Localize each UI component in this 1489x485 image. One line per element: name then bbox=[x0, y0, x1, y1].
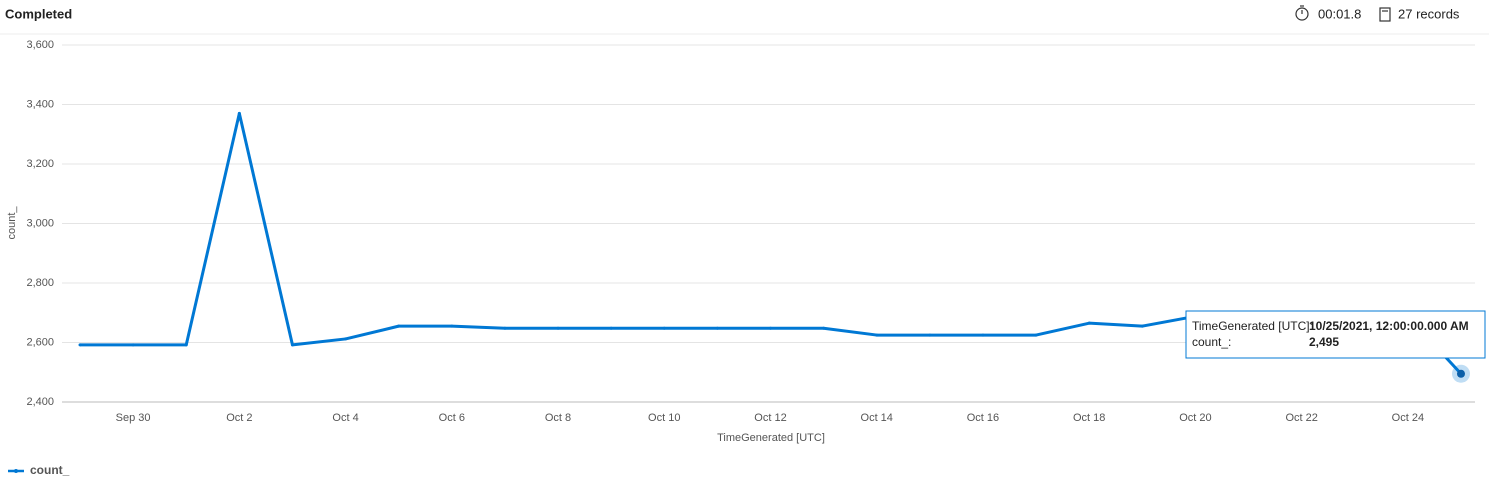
records-icon bbox=[1379, 7, 1391, 22]
point bbox=[78, 343, 82, 347]
point bbox=[397, 324, 401, 328]
records: 27 records bbox=[1398, 6, 1460, 21]
duration: 00:01.8 bbox=[1318, 6, 1361, 21]
x-tick-label: Oct 18 bbox=[1073, 412, 1105, 424]
legend-dot bbox=[14, 469, 18, 473]
point bbox=[184, 343, 188, 347]
x-tick-label: Oct 16 bbox=[967, 412, 999, 424]
point bbox=[662, 326, 666, 330]
tooltip-count-value: 2,495 bbox=[1309, 335, 1339, 349]
legend-label: count_ bbox=[30, 463, 70, 477]
point bbox=[928, 333, 932, 337]
y-tick-label: 2,600 bbox=[26, 336, 54, 348]
x-tick-label: Oct 24 bbox=[1392, 412, 1424, 424]
point bbox=[1456, 369, 1465, 378]
point bbox=[875, 333, 879, 337]
point bbox=[290, 343, 294, 347]
x-tick-label: Oct 20 bbox=[1179, 412, 1211, 424]
x-tick-label: Oct 12 bbox=[754, 412, 786, 424]
status: Completed bbox=[5, 6, 72, 21]
x-tick-label: Oct 2 bbox=[226, 412, 252, 424]
point bbox=[715, 326, 719, 330]
y-tick-label: 3,200 bbox=[26, 158, 54, 170]
x-tick-label: Oct 8 bbox=[545, 412, 571, 424]
point bbox=[503, 326, 507, 330]
point bbox=[822, 326, 826, 330]
y-tick-label: 3,400 bbox=[26, 98, 54, 110]
y-tick-label: 3,600 bbox=[26, 39, 54, 51]
x-axis-label: TimeGenerated [UTC] bbox=[717, 432, 825, 444]
tooltip-count-label: count_: bbox=[1192, 335, 1231, 349]
tooltip: TimeGenerated [UTC]: 10/25/2021, 12:00:0… bbox=[1185, 310, 1486, 359]
x-tick-label: Oct 10 bbox=[648, 412, 680, 424]
point bbox=[1140, 324, 1144, 328]
point bbox=[1034, 333, 1038, 337]
tooltip-time-value: 10/25/2021, 12:00:00.000 AM bbox=[1309, 319, 1469, 333]
point bbox=[450, 324, 454, 328]
point bbox=[556, 326, 560, 330]
point bbox=[609, 326, 613, 330]
x-tick-label: Oct 4 bbox=[332, 412, 358, 424]
x-tick-label: Oct 22 bbox=[1285, 412, 1317, 424]
tooltip-time-label: TimeGenerated [UTC]: bbox=[1192, 319, 1313, 333]
x-tick-label: Oct 6 bbox=[439, 412, 465, 424]
point bbox=[768, 326, 772, 330]
y-tick-label: 2,800 bbox=[26, 277, 54, 289]
y-tick-label: 3,000 bbox=[26, 217, 54, 229]
y-tick-label: 2,400 bbox=[26, 396, 54, 408]
x-tick-label: Oct 14 bbox=[861, 412, 893, 424]
point bbox=[344, 337, 348, 341]
tooltip-box bbox=[1185, 310, 1486, 359]
point bbox=[981, 333, 985, 337]
y-axis-label: count_ bbox=[6, 206, 18, 240]
timer-icon bbox=[1295, 5, 1309, 21]
point bbox=[237, 111, 241, 115]
point bbox=[131, 343, 135, 347]
point bbox=[1087, 321, 1091, 325]
plot: 2,400 2,600 2,800 3,000 3,200 3,400 3,600 Sep 3… bbox=[8, 39, 1475, 477]
x-tick-label: Sep 30 bbox=[116, 412, 151, 424]
